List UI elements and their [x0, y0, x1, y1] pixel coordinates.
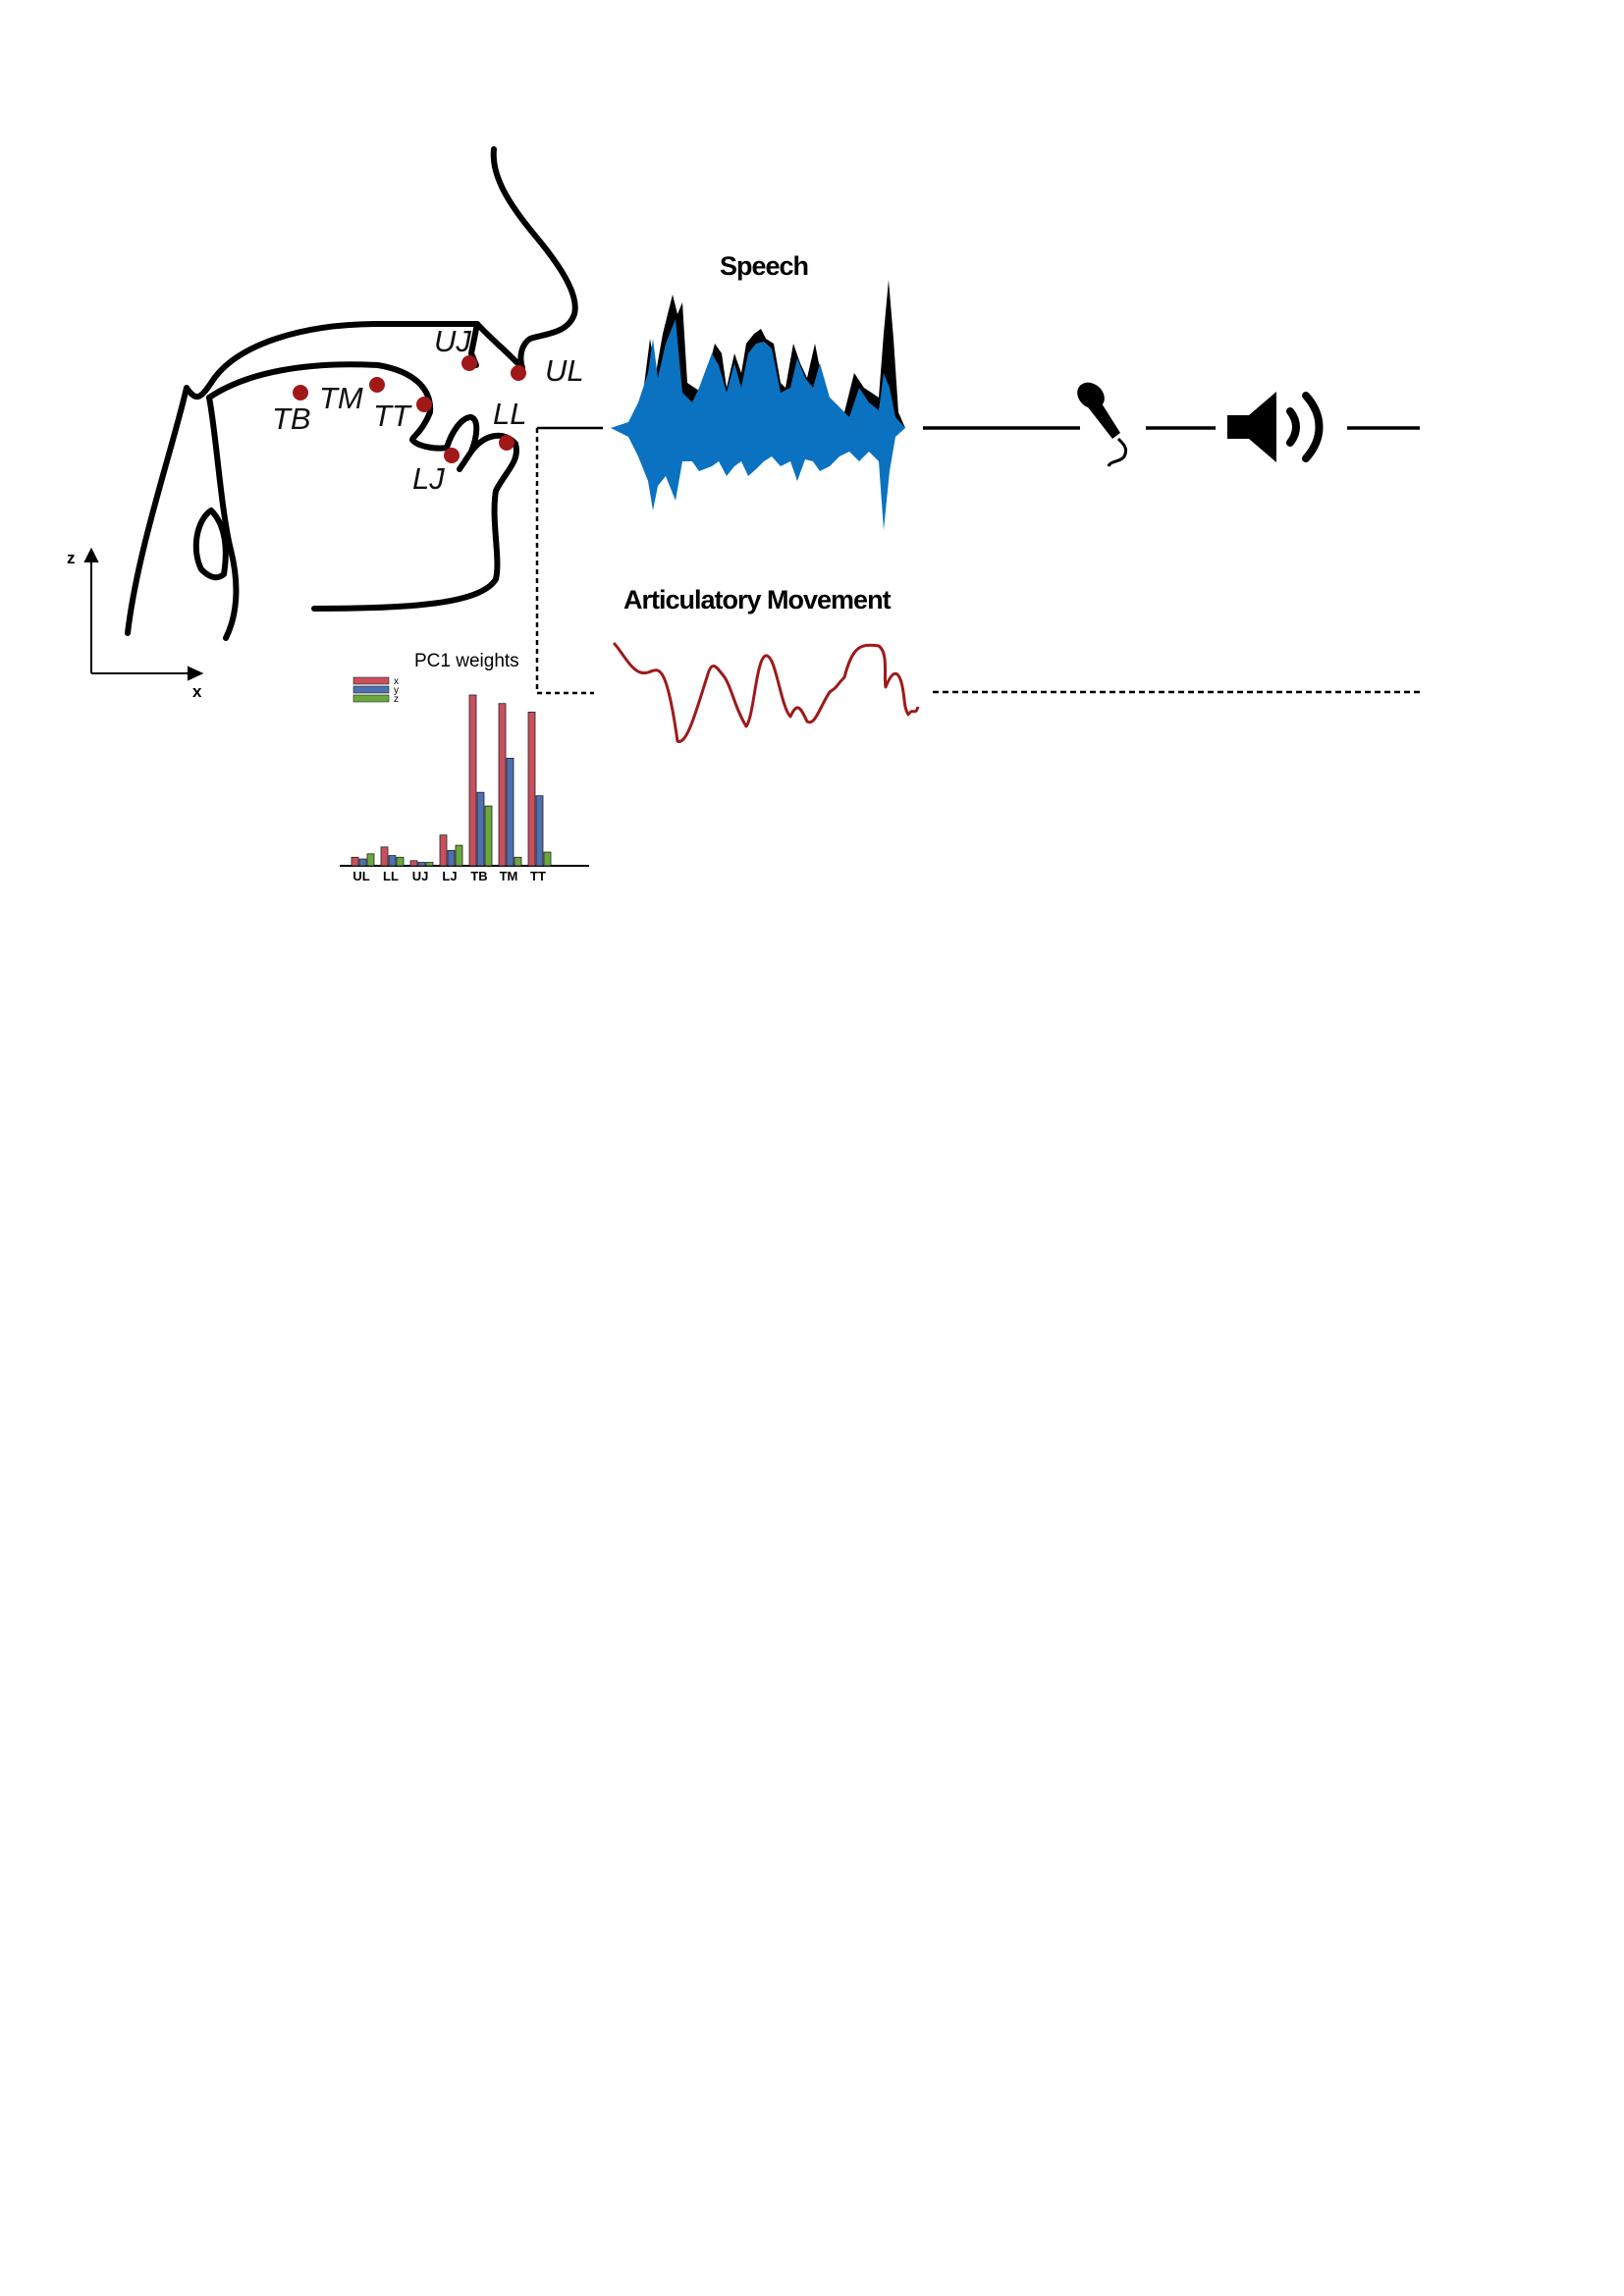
sensor-dot-ll	[499, 435, 514, 451]
pc1-tick-ul: UL	[352, 869, 369, 883]
pc1-legend: xyz	[352, 676, 399, 705]
pc1-bar-tm-z	[514, 856, 522, 867]
sensor-dot-tt	[416, 397, 432, 412]
pc1-tick-tb: TB	[470, 869, 487, 883]
pc1-bar-ul-x	[351, 856, 359, 867]
sensor-label-uj: UJ	[434, 324, 471, 358]
sensor-dot-lj	[444, 448, 460, 463]
sensor-label-tb: TB	[272, 401, 311, 436]
pc1-bar-tb-y	[476, 791, 485, 867]
pc1-bar-ll-x	[380, 846, 389, 867]
sensor-label-tt: TT	[373, 399, 412, 433]
pc1-legend-label-y: y	[394, 685, 399, 696]
microphone-icon	[1077, 382, 1128, 467]
sensor-label-tm: TM	[319, 381, 363, 415]
pc1-bar-tt-x	[527, 712, 536, 867]
speech-title: Speech	[720, 251, 808, 281]
pc1-legend-swatch-z	[352, 694, 390, 703]
pc1-bar-tm-x	[498, 703, 507, 867]
pc1-bar-ul-y	[358, 858, 367, 867]
speech-wave-blue	[611, 319, 905, 530]
articulatory-title: Articulatory Movement	[623, 585, 892, 614]
pc1-bar-ul-z	[366, 853, 375, 867]
pc1-bar-tt-z	[543, 851, 552, 867]
speaker-icon	[1227, 392, 1324, 462]
pc1-bar-tm-y	[506, 757, 514, 867]
axis-label-z: z	[67, 549, 76, 567]
axis-indicator	[83, 547, 204, 681]
pc1-bar-lj-z	[455, 844, 463, 867]
speech-waveform	[611, 280, 905, 530]
articulatory-trace	[612, 641, 920, 743]
pc1-bar-ll-z	[396, 856, 405, 867]
pc1-bar-lj-y	[447, 849, 456, 867]
pc1-tick-uj: UJ	[412, 869, 429, 883]
pc1-tick-lj: LJ	[442, 869, 457, 883]
sensor-dot-tm	[369, 377, 385, 393]
pc1-legend-label-x: x	[394, 676, 399, 687]
pc1-tick-tt: TT	[530, 869, 546, 883]
sensor-dot-tb	[293, 385, 308, 400]
sensor-label-ll: LL	[493, 397, 526, 431]
pc1-bar-chart: UL LL UJ LJ TB TM TT	[340, 694, 589, 883]
pc1-bar-uj-x	[409, 860, 418, 867]
pc1-bar-lj-x	[439, 834, 448, 867]
sensor-label-lj: LJ	[412, 461, 445, 496]
pc1-title: PC1 weights	[414, 651, 519, 671]
pc1-legend-swatch-y	[352, 685, 390, 694]
pc1-legend-label-z: z	[394, 694, 399, 705]
pc1-bar-tb-x	[468, 694, 477, 867]
pc1-bar-ll-y	[388, 855, 397, 867]
sensor-labels: UJ UL TB TM TT LL LJ	[272, 324, 584, 496]
sensor-dot-uj	[461, 355, 477, 371]
pc1-bar-tt-y	[535, 795, 544, 867]
pc1-bar-uj-y	[417, 862, 426, 867]
vocal-tract-outline	[125, 146, 578, 641]
pc1-tick-ll: LL	[383, 869, 399, 883]
pc1-bar-tb-z	[484, 805, 493, 867]
sensor-dot-ul	[511, 365, 526, 381]
axis-label-x: x	[192, 682, 202, 701]
sensor-label-ul: UL	[545, 353, 584, 388]
pc1-bar-uj-z	[425, 862, 434, 867]
sensor-dots	[293, 355, 526, 463]
connectors	[535, 426, 1420, 695]
pc1-tick-tm: TM	[500, 869, 518, 883]
pc1-legend-swatch-x	[352, 676, 390, 685]
